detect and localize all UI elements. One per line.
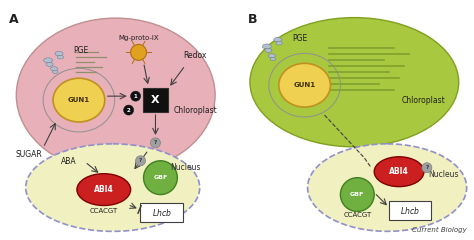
Circle shape	[151, 138, 160, 148]
Ellipse shape	[53, 78, 105, 122]
Ellipse shape	[55, 51, 63, 56]
Ellipse shape	[276, 42, 282, 45]
Text: ?: ?	[154, 140, 157, 145]
Circle shape	[124, 105, 134, 115]
Ellipse shape	[16, 18, 215, 172]
Text: GUN1: GUN1	[68, 97, 90, 103]
Text: Current Biology: Current Biology	[412, 227, 467, 233]
Text: $\it{Lhcb}$: $\it{Lhcb}$	[400, 205, 420, 216]
Ellipse shape	[279, 63, 330, 107]
Text: GBF: GBF	[350, 192, 365, 197]
Ellipse shape	[53, 70, 58, 73]
Circle shape	[136, 156, 146, 166]
Text: ABI4: ABI4	[94, 185, 114, 194]
Circle shape	[131, 91, 141, 101]
Text: ABI4: ABI4	[389, 167, 409, 176]
Text: 1: 1	[134, 94, 137, 99]
Text: A: A	[9, 13, 19, 26]
Text: GBF: GBF	[153, 175, 168, 180]
Ellipse shape	[270, 57, 276, 60]
Text: Mg-proto-IX: Mg-proto-IX	[118, 36, 159, 42]
Ellipse shape	[265, 48, 272, 52]
Text: Chloroplast: Chloroplast	[173, 106, 217, 114]
Ellipse shape	[44, 58, 53, 63]
Text: Chloroplast: Chloroplast	[402, 96, 446, 105]
Text: $\it{Lhcb}$: $\it{Lhcb}$	[152, 207, 171, 218]
Ellipse shape	[77, 174, 131, 205]
FancyBboxPatch shape	[389, 201, 431, 220]
Text: Nucleus: Nucleus	[170, 163, 201, 172]
Ellipse shape	[26, 144, 200, 231]
Ellipse shape	[274, 37, 282, 42]
Ellipse shape	[308, 144, 467, 231]
Text: CCACGT: CCACGT	[90, 209, 118, 215]
Text: PGE: PGE	[73, 46, 88, 55]
Text: CCACGT: CCACGT	[343, 212, 372, 218]
Ellipse shape	[268, 54, 275, 58]
Circle shape	[131, 44, 146, 60]
FancyBboxPatch shape	[143, 88, 168, 112]
FancyBboxPatch shape	[140, 203, 183, 222]
Text: B: B	[248, 13, 257, 26]
Ellipse shape	[374, 157, 424, 187]
Ellipse shape	[57, 55, 64, 59]
Text: ABA: ABA	[61, 157, 77, 166]
Text: GUN1: GUN1	[293, 82, 316, 88]
Text: ?: ?	[139, 158, 142, 163]
Ellipse shape	[262, 44, 271, 49]
Ellipse shape	[250, 18, 459, 147]
Text: ?: ?	[425, 165, 428, 170]
Text: X: X	[151, 95, 160, 105]
Text: Nucleus: Nucleus	[428, 170, 459, 179]
Circle shape	[340, 178, 374, 211]
Circle shape	[144, 161, 177, 195]
Ellipse shape	[46, 62, 53, 66]
Text: PGE: PGE	[292, 34, 308, 43]
Circle shape	[422, 163, 432, 173]
Ellipse shape	[51, 67, 58, 71]
Text: SUGAR: SUGAR	[16, 150, 43, 159]
Text: 2: 2	[127, 108, 130, 113]
Text: Redox: Redox	[183, 51, 207, 60]
